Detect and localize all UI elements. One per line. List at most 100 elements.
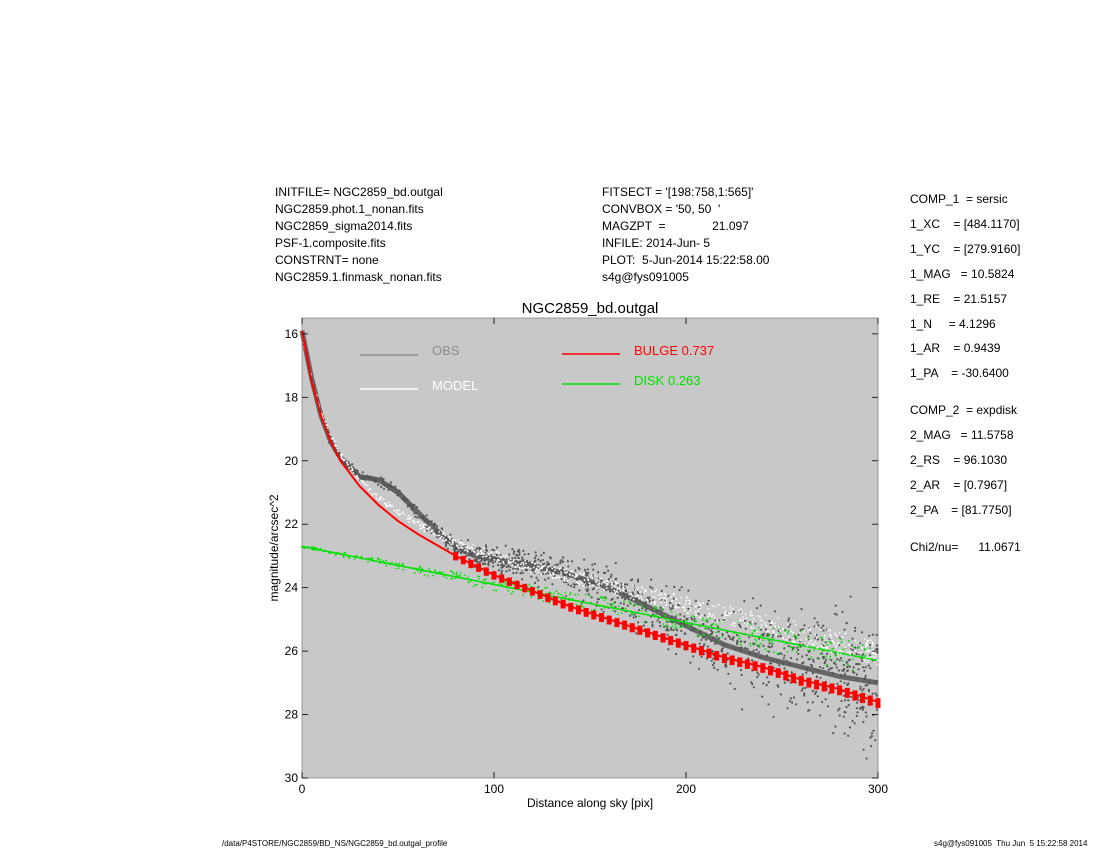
obs-point [876,648,879,651]
disk-point [542,600,545,602]
obs-point [847,699,850,702]
obs-point [587,593,590,596]
obs-point [495,553,498,557]
disk-point [642,606,645,609]
obs-point [763,632,766,635]
disk-point [343,552,346,555]
obs-point [526,559,529,563]
model-point [697,609,699,612]
obs-point [674,634,677,637]
obs-point [827,668,830,672]
model-point [557,575,560,578]
obs-point [491,548,494,551]
obs-point [726,652,729,655]
obs-point [560,578,563,581]
header-sigma-file: NGC2859_sigma2014.fits [275,219,413,233]
disk-point [666,625,669,628]
model-point [551,567,554,570]
model-point [622,586,625,588]
model-point [750,610,753,613]
model-point [809,634,811,637]
obs-point [574,583,577,586]
model-point [714,605,717,608]
obs-point [387,484,390,487]
obs-point [714,619,717,622]
model-point [872,643,874,645]
obs-point [752,643,756,646]
model-point [819,628,822,630]
obs-point [729,682,732,685]
model-point [408,521,411,523]
obs-point [834,663,837,666]
model-point [536,568,538,571]
obs-point [817,670,820,673]
model-point [673,593,675,595]
obs-point [585,588,588,591]
disk-point [548,591,550,594]
obs-point [530,575,533,578]
obs-point [789,697,793,700]
obs-point [636,591,639,594]
model-point [778,626,780,629]
obs-point [551,583,554,586]
model-point [577,582,579,585]
obs-point [412,509,415,512]
legend: OBS MODEL BULGE 0.737 DISK 0.263 [360,343,714,393]
model-point [641,586,644,589]
disk-point [809,649,812,652]
disk-point [703,633,706,636]
model-point [448,541,451,544]
model-point [348,467,351,469]
model-point [835,645,837,648]
obs-point [612,582,616,585]
obs-point [534,581,537,585]
model-point [341,458,344,460]
model-point [670,596,672,598]
obs-point [796,658,799,661]
obs-point [396,494,399,497]
obs-point [683,624,686,627]
model-point [751,614,754,617]
obs-point [819,714,822,717]
model-point [438,531,441,533]
obs-point [855,707,859,710]
disk-point [717,625,720,627]
obs-point [733,687,736,691]
disk-point [428,568,430,570]
disk-point [749,644,752,647]
obs-point [713,666,716,670]
disk-point [739,643,742,646]
model-point [373,492,376,495]
obs-point [446,547,449,550]
obs-point [671,607,674,610]
obs-point [705,632,708,635]
obs-point [687,607,690,611]
obs-point [822,667,825,670]
obs-point [671,615,674,618]
obs-point [843,710,846,714]
obs-point [359,476,362,479]
model-point [779,629,782,632]
disk-point [379,559,382,561]
model-point [749,614,752,617]
disk-point [828,641,831,643]
disk-point [695,620,698,623]
obs-point [740,669,743,672]
header-constraint: CONSTRNT= none [275,253,379,267]
model-point [657,594,660,596]
model-point [439,536,442,539]
model-point [462,543,465,546]
model-point [722,617,725,619]
obs-point [751,597,755,600]
obs-point [800,689,803,692]
model-point [866,656,868,658]
obs-point [370,478,374,481]
disk-point [655,607,658,610]
obs-point [535,576,538,579]
obs-point [593,562,597,566]
obs-point [444,545,447,548]
model-point [775,634,777,636]
obs-point [632,616,635,619]
obs-point [620,582,623,585]
model-point [791,631,793,634]
